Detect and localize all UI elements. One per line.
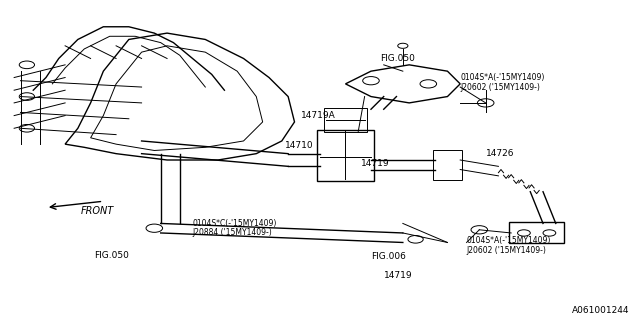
Text: FIG.050: FIG.050 bbox=[381, 54, 415, 63]
Text: J20884 ('15MY1409-): J20884 ('15MY1409-) bbox=[193, 228, 272, 237]
Text: 14710: 14710 bbox=[285, 141, 314, 150]
Text: 14719: 14719 bbox=[362, 159, 390, 168]
Text: 14719A: 14719A bbox=[301, 111, 336, 120]
Text: 14719: 14719 bbox=[384, 271, 412, 280]
Text: A061001244: A061001244 bbox=[572, 306, 629, 315]
Text: 0104S*C(-'15MY1409): 0104S*C(-'15MY1409) bbox=[193, 219, 277, 228]
Text: FIG.006: FIG.006 bbox=[371, 252, 406, 261]
Text: J20602 ('15MY1409-): J20602 ('15MY1409-) bbox=[467, 246, 547, 255]
Text: J20602 ('15MY1409-): J20602 ('15MY1409-) bbox=[460, 83, 540, 92]
Text: 0104S*A(-'15MY1409): 0104S*A(-'15MY1409) bbox=[460, 73, 545, 82]
Text: 0104S*A(-'15MY1409): 0104S*A(-'15MY1409) bbox=[467, 236, 551, 245]
Text: FIG.050: FIG.050 bbox=[94, 251, 129, 260]
Text: FRONT: FRONT bbox=[81, 206, 115, 216]
Text: 14726: 14726 bbox=[486, 149, 514, 158]
